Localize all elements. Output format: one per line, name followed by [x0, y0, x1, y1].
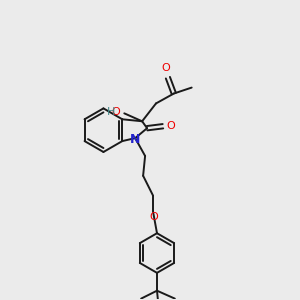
Text: O: O [166, 121, 175, 131]
Text: O: O [161, 63, 170, 73]
Text: O: O [112, 107, 120, 117]
Text: O: O [150, 212, 158, 222]
Text: N: N [130, 133, 140, 146]
Text: H: H [107, 107, 116, 117]
